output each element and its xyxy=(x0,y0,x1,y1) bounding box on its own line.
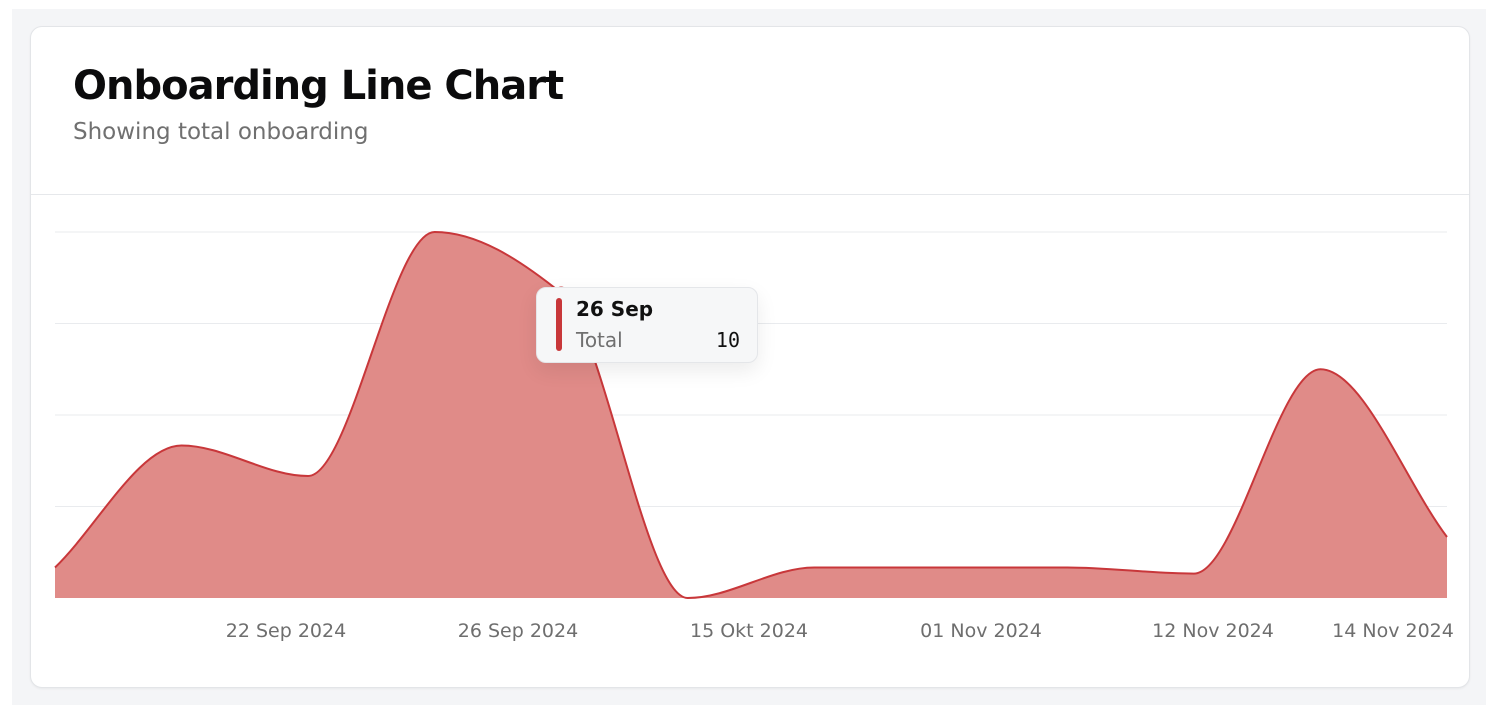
data-point[interactable] xyxy=(179,443,185,449)
tooltip-label: Total xyxy=(576,328,623,352)
x-tick-label: 22 Sep 2024 xyxy=(226,620,346,642)
data-point[interactable] xyxy=(1317,366,1323,372)
grid-lines xyxy=(55,231,1447,507)
x-tick-label: 15 Okt 2024 xyxy=(690,620,808,642)
series-line xyxy=(54,230,1448,600)
x-tick-label: 12 Nov 2024 xyxy=(1152,620,1274,642)
chart-card: Onboarding Line Chart Showing total onbo… xyxy=(30,26,1470,688)
data-point[interactable] xyxy=(305,473,311,479)
data-point[interactable] xyxy=(1191,571,1197,577)
x-axis-ticks: 22 Sep 2024 26 Sep 2024 15 Okt 2024 01 Nov … xyxy=(226,620,1454,642)
card-header: Onboarding Line Chart Showing total onbo… xyxy=(31,27,1469,195)
data-point[interactable] xyxy=(811,565,817,571)
area-fill xyxy=(55,232,1447,598)
tooltip-date: 26 Sep xyxy=(576,297,654,321)
data-point[interactable] xyxy=(52,565,58,571)
data-point[interactable] xyxy=(685,595,691,601)
tooltip-value: 10 xyxy=(715,328,740,352)
x-tick-label: 14 Nov 2024 xyxy=(1332,620,1454,642)
x-tick-label: 01 Nov 2024 xyxy=(920,620,1042,642)
chart-subtitle: Showing total onboarding xyxy=(73,119,369,145)
data-point[interactable] xyxy=(432,229,438,235)
line-chart[interactable]: 22 Sep 2024 26 Sep 2024 15 Okt 2024 01 Nov … xyxy=(31,27,1469,687)
tooltip: 26 Sep Total 10 xyxy=(536,287,758,363)
x-tick-label: 26 Sep 2024 xyxy=(458,620,578,642)
tooltip-color-indicator xyxy=(556,298,562,351)
data-point[interactable] xyxy=(1444,534,1450,540)
data-point[interactable] xyxy=(938,565,944,571)
data-point[interactable] xyxy=(1064,565,1070,571)
chart-title: Onboarding Line Chart xyxy=(73,63,564,109)
